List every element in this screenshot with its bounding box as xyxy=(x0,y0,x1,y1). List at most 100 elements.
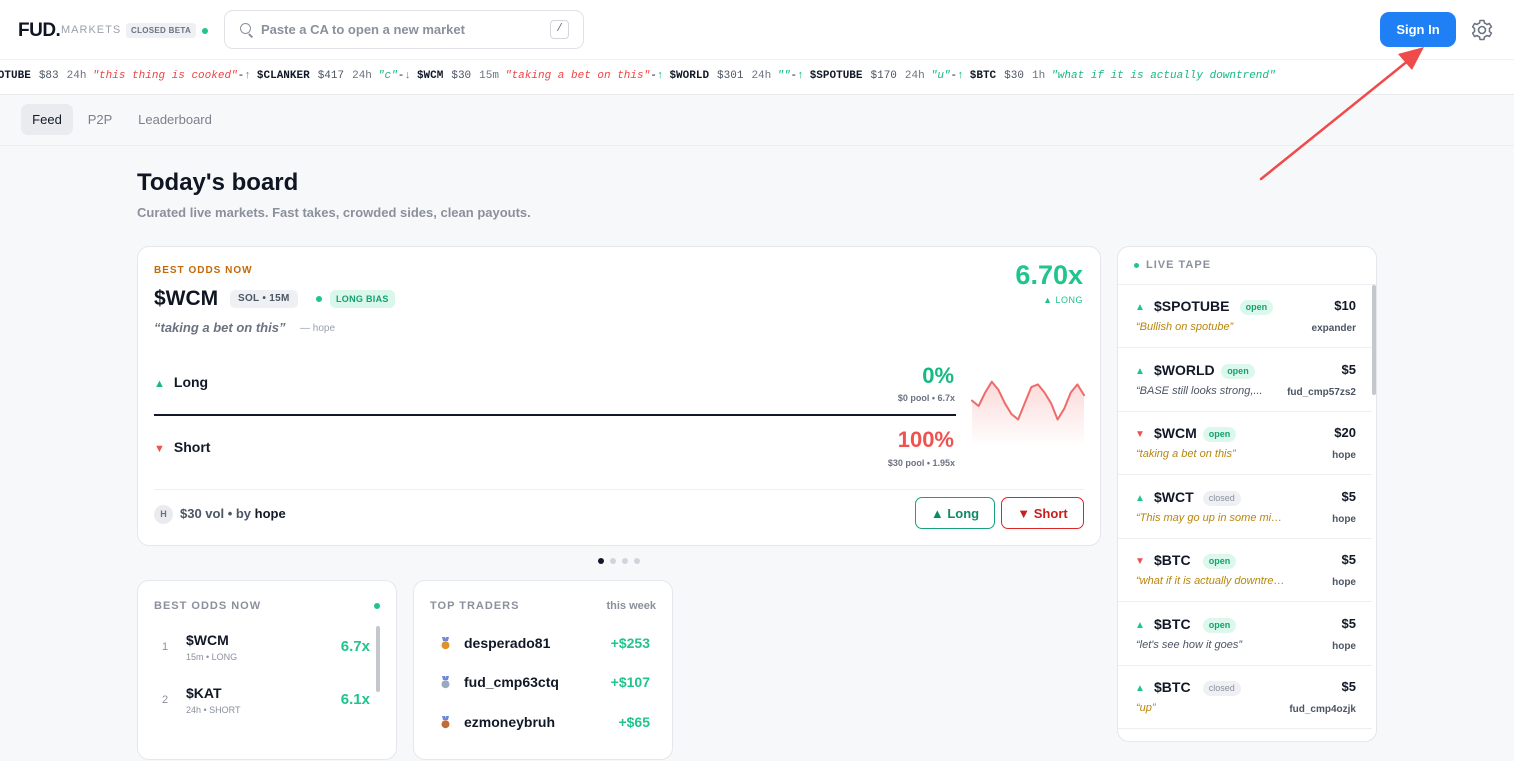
ticker-amount: $30 xyxy=(1004,70,1024,82)
card-footer-divider xyxy=(154,489,1084,490)
ticker-amount: $30 xyxy=(451,70,472,82)
scrollbar[interactable] xyxy=(1372,285,1376,395)
arrow-up-icon: ↑ xyxy=(244,70,251,82)
odds-meta: 15m • LONG xyxy=(186,652,238,662)
status-badge: open xyxy=(1202,427,1237,442)
status-badge: open xyxy=(1239,300,1274,315)
carousel-dot-4[interactable] xyxy=(634,558,640,564)
ticker-amount: $301 xyxy=(717,70,744,82)
ticker-separator: - xyxy=(790,70,798,82)
triangle-down-icon: ▼ xyxy=(154,443,165,455)
tape-quote: “let's see how it goes” xyxy=(1136,638,1243,651)
ticker-symbol: $SPOTUBE xyxy=(0,70,31,82)
tape-user[interactable]: expander xyxy=(1311,323,1356,334)
ticker-item[interactable]: ↑ $CLANKER $417 24h "c" xyxy=(244,70,397,82)
trader-pnl: +$65 xyxy=(618,714,650,730)
tape-amount: $5 xyxy=(1341,679,1356,694)
ticker-item[interactable]: ↑ $BTC $30 1h "what if it is actually downtr… xyxy=(957,70,1275,82)
odds-row[interactable]: 2 $KAT 24h • SHORT 6.1x xyxy=(138,676,378,726)
tape-row[interactable]: ▲ $WORLD open $5 “BASE still looks strong,..… xyxy=(1118,349,1372,412)
trader-name: ezmoneybruh xyxy=(464,714,556,730)
triangle-down-icon: ▼ xyxy=(1135,556,1145,567)
tape-quote: “Bullish on spotube” xyxy=(1136,321,1234,333)
odds-row[interactable]: 1 $WCM 15m • LONG 6.7x xyxy=(138,623,378,673)
ticker-duration: 24h xyxy=(751,70,772,82)
trader-row[interactable]: fud_cmp63ctq +$107 xyxy=(440,673,650,693)
carousel-dot-2[interactable] xyxy=(610,558,616,564)
triangle-up-icon: ▲ xyxy=(1135,683,1145,694)
short-button[interactable]: ▼ Short xyxy=(1001,497,1084,529)
live-dot xyxy=(374,603,380,609)
tab-feed[interactable]: Feed xyxy=(21,104,73,135)
tape-quote: “what if it is actually downtrend...” xyxy=(1136,575,1286,587)
ticker-amount: $417 xyxy=(317,70,345,82)
tab-p2p[interactable]: P2P xyxy=(87,112,113,127)
ticker-item[interactable]: ↑ $WORLD $301 24h "" xyxy=(657,70,791,82)
odds-symbol: $WCM xyxy=(186,632,229,648)
search-input[interactable] xyxy=(261,19,531,39)
top-header: FUD. MARKETS CLOSED BETA / Sign In xyxy=(0,0,1514,59)
tab-leaderboard[interactable]: Leaderboard xyxy=(138,112,212,127)
tape-row[interactable]: ▲ $BTC closed $5 “up” fud_cmp4ozjk xyxy=(1118,666,1372,729)
tape-quote: “up” xyxy=(1136,702,1156,714)
long-button[interactable]: ▲ Long xyxy=(915,497,995,529)
tape-user[interactable]: hope xyxy=(1332,513,1356,525)
ticker-item[interactable]: ↑ $SPOTUBE $170 24h "u" xyxy=(797,70,950,82)
tape-user[interactable]: fud_cmp57zs2 xyxy=(1287,386,1356,398)
avatar: H xyxy=(154,505,173,524)
page-title: Today's board xyxy=(137,169,299,196)
ticker-symbol: $WCM xyxy=(416,70,444,82)
trader-pnl: +$107 xyxy=(610,674,650,690)
tape-row[interactable]: ▲ $BTC open $5 “let's see how it goes” hope xyxy=(1118,603,1372,666)
carousel-dot-1[interactable] xyxy=(598,558,604,564)
medal-icon xyxy=(441,676,450,689)
tape-symbol: $WORLD xyxy=(1154,361,1215,378)
author-name[interactable]: hope xyxy=(254,506,286,521)
trader-row[interactable]: desperado81 +$253 xyxy=(440,634,650,654)
tape-quote: “BASE still looks strong,... xyxy=(1136,384,1263,397)
tape-user[interactable]: hope xyxy=(1332,640,1356,652)
live-tape-header: LIVE TAPE xyxy=(1118,247,1376,285)
tape-user[interactable]: fud_cmp4ozjk xyxy=(1289,704,1356,715)
arrow-up-icon: ↑ xyxy=(957,70,964,82)
tape-row[interactable]: ▲ $SPOTUBE open $10 “Bullish on spotube” expa… xyxy=(1118,285,1372,348)
tape-amount: $5 xyxy=(1341,615,1356,631)
gear-icon[interactable] xyxy=(1470,18,1494,42)
status-badge: open xyxy=(1202,617,1237,633)
sign-in-button[interactable]: Sign In xyxy=(1380,12,1456,47)
carousel-dot-3[interactable] xyxy=(622,558,628,564)
sparkline-line xyxy=(971,380,1085,421)
tape-symbol: $SPOTUBE xyxy=(1154,298,1230,314)
odds-multiplier: 6.7x xyxy=(340,638,370,655)
ticker-separator: - xyxy=(950,70,958,82)
tape-amount: $5 xyxy=(1341,361,1356,377)
trader-row[interactable]: ezmoneybruh +$65 xyxy=(440,713,650,733)
tape-row[interactable]: ▼ $BTC open $5 “what if it is actually downt… xyxy=(1118,539,1372,602)
ticker-duration: 24h xyxy=(904,70,925,82)
scrollbar[interactable] xyxy=(376,626,380,692)
status-badge: open xyxy=(1202,554,1237,569)
ticker-item[interactable]: ↓ $WCM $30 15m "taking a bet on this" xyxy=(404,70,650,82)
ticker-duration: 24h xyxy=(352,70,372,82)
ticker-quote: "" xyxy=(777,70,791,82)
search-icon xyxy=(240,23,251,34)
tape-user[interactable]: hope xyxy=(1332,450,1356,461)
ticker-quote: "taking a bet on this" xyxy=(504,70,651,82)
triangle-up-icon: ▲ xyxy=(1135,302,1145,313)
ticker-quote: "c" xyxy=(377,70,398,82)
logo[interactable]: FUD. xyxy=(18,20,61,41)
tape-user[interactable]: hope xyxy=(1332,577,1356,588)
tape-row[interactable]: ▲ $WCT closed $5 “This may go up in some min… xyxy=(1118,476,1372,539)
featured-market-card[interactable]: BEST ODDS NOW $WCM SOL • 15M LONG BIAS “… xyxy=(137,246,1101,546)
tape-row[interactable]: ▼ $WCM open $20 “taking a bet on this” hope xyxy=(1118,412,1372,475)
tape-quote: “taking a bet on this” xyxy=(1136,448,1236,460)
arrow-down-icon: ↓ xyxy=(404,70,411,82)
short-percentage: 100% xyxy=(897,427,954,452)
ticker-amount: $170 xyxy=(870,70,897,82)
ticker-duration: 24h xyxy=(66,70,87,82)
live-dot xyxy=(316,296,322,302)
triangle-up-icon: ▲ xyxy=(1135,365,1145,377)
